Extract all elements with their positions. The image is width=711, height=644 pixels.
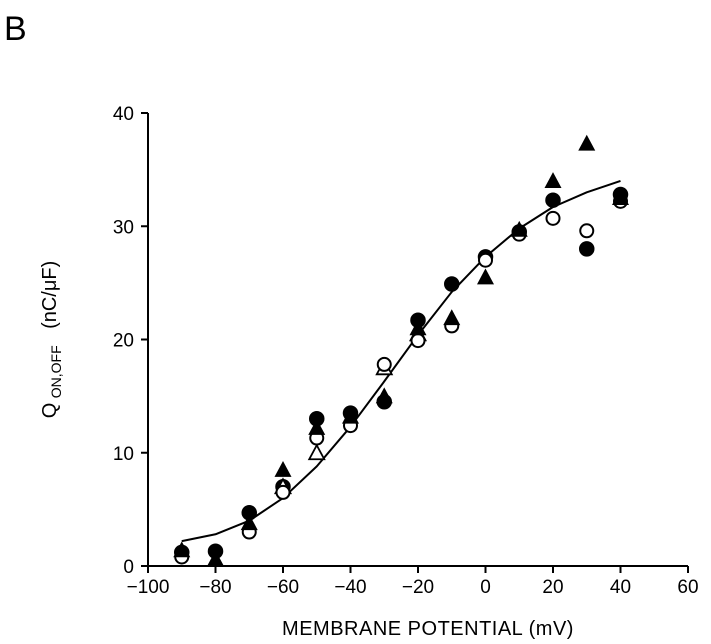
point-filled-triangle: [578, 134, 596, 151]
point-filled-triangle: [274, 460, 292, 477]
y-tick-label: 30: [113, 217, 134, 238]
point-open-circle: [410, 333, 426, 349]
point-filled-triangle: [443, 309, 461, 326]
point-filled-triangle: [611, 189, 630, 206]
x-axis-title: MEMBRANE POTENTIAL (mV): [282, 618, 574, 640]
x-tick-label: 0: [480, 577, 491, 598]
y-axis-title-subscript: ON,OFF: [48, 345, 64, 398]
ticks: −100 −80 −60 −40 −20 0 20 40 60 0 10 20 30 40: [113, 104, 699, 598]
y-axis-title-unit: (nC/μF): [39, 261, 61, 329]
x-tick-label: −100: [127, 577, 170, 598]
y-tick-label: 10: [113, 444, 134, 465]
point-filled-circle: [444, 276, 460, 292]
point-open-circle: [545, 210, 561, 226]
fit-curve: [181, 180, 621, 543]
x-tick-label: −60: [267, 577, 299, 598]
y-tick-label: 40: [113, 104, 134, 125]
point-filled-triangle: [476, 268, 495, 285]
data-points-layer: [173, 134, 630, 567]
point-open-triangle: [307, 443, 326, 461]
point-filled-circle: [579, 241, 595, 257]
point-filled-circle: [545, 192, 561, 208]
x-tick-label: −80: [199, 577, 231, 598]
x-tick-label: 40: [610, 577, 631, 598]
point-filled-triangle: [240, 514, 258, 531]
point-open-circle: [579, 223, 595, 239]
y-axis-title-main: Q: [39, 403, 61, 419]
point-filled-triangle: [510, 220, 528, 237]
fit-curve-layer: [181, 180, 621, 543]
x-tick-label: 60: [677, 577, 698, 598]
point-filled-triangle: [409, 319, 427, 336]
point-filled-triangle: [341, 407, 360, 424]
x-tick-label: −40: [334, 577, 366, 598]
point-open-circle: [376, 356, 392, 372]
x-tick-label: −20: [402, 577, 434, 598]
y-axis-title: Q ON,OFF (nC/μF): [39, 261, 65, 419]
point-filled-triangle: [544, 172, 562, 189]
point-open-circle: [275, 484, 291, 500]
point-filled-triangle: [375, 387, 393, 404]
y-tick-label: 20: [113, 331, 134, 352]
point-filled-triangle: [173, 541, 191, 558]
svg-text:Q ON,OFF (nC/μF): Q ON,OFF (nC/μF): [39, 261, 65, 419]
x-tick-label: 20: [542, 577, 563, 598]
point-filled-triangle: [308, 419, 326, 435]
point-filled-triangle: [206, 550, 225, 567]
point-open-circle: [478, 252, 493, 268]
y-tick-label: 0: [123, 557, 134, 578]
panel-label: B: [4, 10, 27, 48]
